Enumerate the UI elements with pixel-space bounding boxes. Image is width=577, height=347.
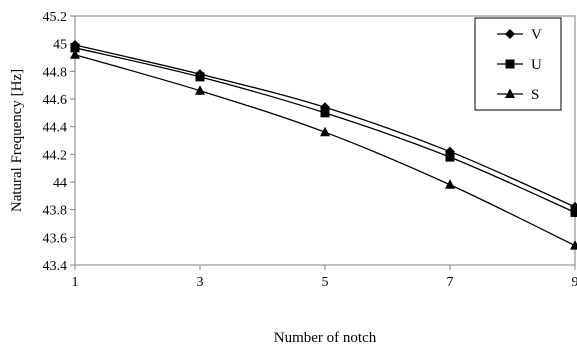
data-point-s (195, 85, 205, 95)
x-tick-label: 3 (197, 275, 204, 290)
data-point-u (320, 108, 330, 118)
legend-label: V (531, 27, 542, 43)
data-point-s (320, 126, 330, 137)
x-tick-label: 9 (572, 275, 577, 290)
y-tick-label: 44.4 (43, 121, 68, 136)
data-point-u (445, 152, 455, 162)
legend: VUS (474, 17, 562, 111)
y-tick-label: 44 (53, 176, 67, 191)
x-axis-title: Number of notch (274, 330, 377, 346)
series-u (70, 43, 577, 217)
y-tick-label: 43.8 (43, 204, 68, 219)
legend-label: S (531, 87, 539, 103)
y-tick-label: 44.6 (43, 93, 68, 108)
x-tick-label: 7 (447, 275, 454, 290)
y-tick-label: 44.8 (43, 65, 68, 80)
x-tick-label: 5 (322, 275, 329, 290)
data-point-u (195, 72, 205, 82)
data-point-s (70, 49, 80, 59)
y-axis-ticks: 43.4 43.6 43.8 44 44.2 44.4 44.6 44.8 45 45.2 (43, 10, 75, 274)
y-tick-label: 45.2 (43, 10, 68, 25)
data-point-u (70, 43, 80, 53)
series-s (70, 49, 577, 250)
y-tick-label: 43.4 (43, 259, 68, 274)
data-point-s (445, 179, 455, 189)
data-point-s (570, 240, 577, 250)
x-tick-label: 1 (72, 275, 79, 290)
series-layer (70, 40, 577, 250)
legend-label: U (531, 57, 542, 73)
y-tick-label: 44.2 (43, 148, 68, 163)
data-point-u (570, 207, 577, 217)
legend-marker (505, 29, 515, 39)
y-tick-label: 45 (53, 38, 67, 53)
x-axis-ticks: 1 3 5 7 9 (72, 265, 577, 290)
legend-marker (505, 59, 515, 69)
y-tick-label: 43.6 (43, 231, 68, 246)
y-axis-title: Natural Frequency [Hz] (9, 69, 25, 212)
legend-marker (505, 88, 515, 98)
